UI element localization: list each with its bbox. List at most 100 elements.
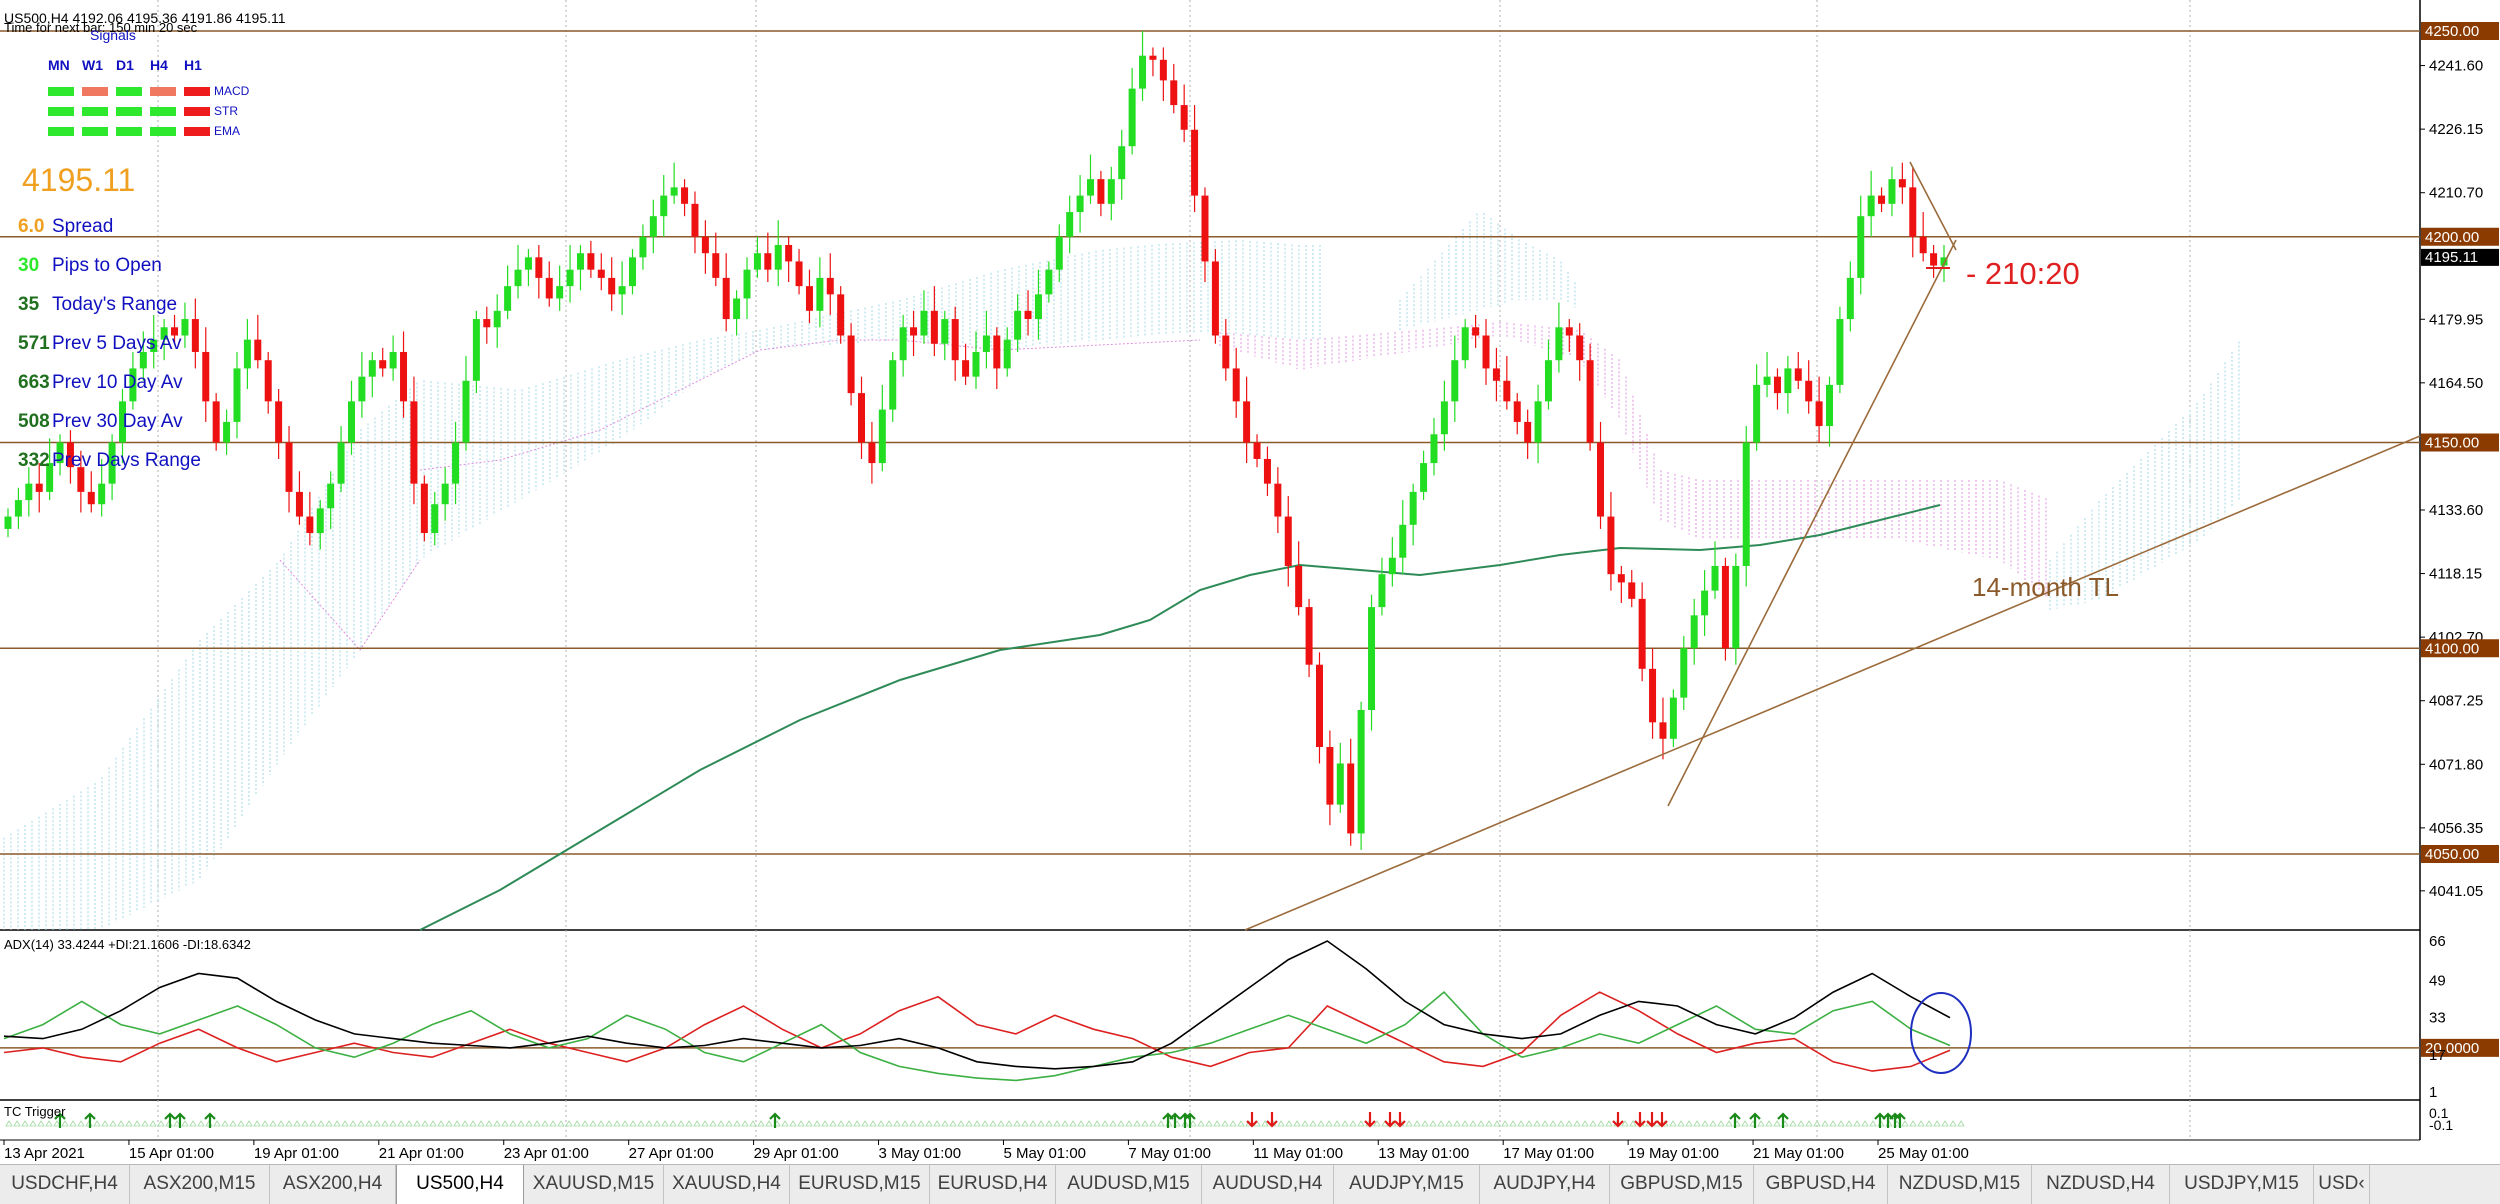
candle-body [1826, 384, 1834, 427]
tc-marker [901, 1120, 909, 1127]
level-tag-label: 4150.00 [2425, 435, 2479, 452]
tc-marker [301, 1120, 309, 1127]
candle-body [1388, 557, 1396, 575]
candle-body [410, 401, 418, 484]
wedge-upper-line [1909, 161, 1957, 251]
tc-marker [309, 1120, 317, 1127]
signal-timeframe-w1: W1 [82, 57, 103, 73]
candle-body [847, 335, 855, 394]
symbol-tab[interactable]: GBPUSD,M15 [1610, 1165, 1754, 1204]
symbol-tab[interactable]: AUDUSD,H4 [1202, 1165, 1334, 1204]
price-tick-label: 4179.95 [2429, 311, 2483, 328]
14-month-trendline [1244, 435, 2421, 931]
tc-marker [733, 1120, 741, 1127]
candle-body [1024, 310, 1032, 320]
tc-marker [1109, 1120, 1117, 1127]
candle-body [1107, 179, 1115, 204]
time-tick-label: 3 May 01:00 [879, 1145, 962, 1162]
candle-body [1274, 483, 1282, 517]
tc-down-arrow [1246, 1112, 1258, 1128]
symbol-tab[interactable]: USDCHF,H4 [0, 1165, 130, 1204]
minus-di-line [3, 991, 1951, 1072]
tc-marker [1693, 1120, 1701, 1127]
signal-timeframe-h1: H1 [184, 57, 202, 73]
symbol-tab[interactable]: ASX200,H4 [270, 1165, 396, 1204]
candle-body [608, 277, 616, 295]
symbol-tab[interactable]: EURUSD,H4 [930, 1165, 1056, 1204]
tc-marker [997, 1120, 1005, 1127]
tc-marker [69, 1120, 77, 1127]
candle-body [493, 310, 501, 328]
tc-marker [981, 1120, 989, 1127]
tc-marker [805, 1120, 813, 1127]
tc-marker [645, 1120, 653, 1127]
candle-body [1336, 763, 1344, 805]
adx-label: ADX(14) 33.4244 +DI:21.1606 -DI:18.6342 [4, 937, 251, 952]
trendline-annotation: 14-month TL [1972, 572, 2119, 602]
candle-body [1690, 615, 1698, 649]
symbol-tab[interactable]: ASX200,M15 [130, 1165, 270, 1204]
trendlines[interactable] [1244, 161, 2421, 931]
symbol-tab[interactable]: AUDUSD,M15 [1056, 1165, 1202, 1204]
tc-marker [1853, 1120, 1861, 1127]
candle-body [1680, 648, 1688, 698]
candle-body [1597, 442, 1605, 517]
tc-marker [1573, 1120, 1581, 1127]
tc-up-arrow [204, 1112, 216, 1128]
tc-down-arrow [1646, 1112, 1658, 1128]
tc-marker [1837, 1120, 1845, 1127]
tc-marker [437, 1120, 445, 1127]
symbol-tab[interactable]: XAUUSD,H4 [664, 1165, 790, 1204]
symbol-tab[interactable]: US500,H4 [396, 1165, 524, 1204]
tc-marker [1605, 1120, 1613, 1127]
tc-marker [1485, 1120, 1493, 1127]
candle-body [1014, 310, 1022, 340]
tc-marker [1037, 1120, 1045, 1127]
candle-body [1638, 598, 1646, 669]
tc-marker [1085, 1120, 1093, 1127]
tc-marker [1005, 1120, 1013, 1127]
symbol-tab[interactable]: NZDUSD,H4 [2032, 1165, 2170, 1204]
tc-marker [357, 1120, 365, 1127]
signal-cell [48, 87, 74, 96]
tc-marker [709, 1120, 717, 1127]
candle-body [1295, 565, 1303, 608]
tc-marker [109, 1120, 117, 1127]
tc-marker [13, 1120, 21, 1127]
symbol-tab[interactable]: USD‹ [2314, 1165, 2370, 1204]
tc-marker [1741, 1120, 1749, 1127]
tc-marker [1069, 1120, 1077, 1127]
tc-marker [1517, 1120, 1525, 1127]
candle-body [1315, 664, 1323, 748]
candle-body [1451, 360, 1459, 402]
signal-cell [184, 107, 210, 116]
candle-body [129, 368, 137, 402]
candle-body [1919, 236, 1927, 254]
symbol-tab[interactable]: AUDJPY,H4 [1480, 1165, 1610, 1204]
symbol-tab[interactable]: GBPUSD,H4 [1754, 1165, 1888, 1204]
tc-marker [1901, 1120, 1909, 1127]
tc-marker [197, 1120, 205, 1127]
symbol-tab[interactable]: AUDJPY,M15 [1334, 1165, 1480, 1204]
cloud-edge [279, 559, 421, 651]
tc-marker [213, 1120, 221, 1127]
symbol-tab[interactable]: XAUUSD,M15 [524, 1165, 664, 1204]
tc-marker [37, 1120, 45, 1127]
symbol-tab[interactable]: NZDUSD,M15 [1888, 1165, 2032, 1204]
tc-marker [1301, 1120, 1309, 1127]
symbol-tab[interactable]: EURUSD,M15 [790, 1165, 930, 1204]
candle-body [1846, 277, 1854, 320]
tc-marker [1221, 1120, 1229, 1127]
tc-marker [1325, 1120, 1333, 1127]
tc-marker [285, 1120, 293, 1127]
candle-body [1170, 80, 1178, 106]
candle-body [389, 351, 397, 369]
tc-marker [509, 1120, 517, 1127]
symbol-tab[interactable]: USDJPY,M15 [2170, 1165, 2314, 1204]
price-tick-label: 4133.60 [2429, 502, 2483, 519]
candle-body [1711, 565, 1719, 591]
tc-marker [469, 1120, 477, 1127]
tc-marker [741, 1120, 749, 1127]
tc-marker [1725, 1120, 1733, 1127]
chart-canvas[interactable]: 4241.60 4226.15 4210.70 4179.95 4164.50 4133.… [0, 0, 2500, 1164]
